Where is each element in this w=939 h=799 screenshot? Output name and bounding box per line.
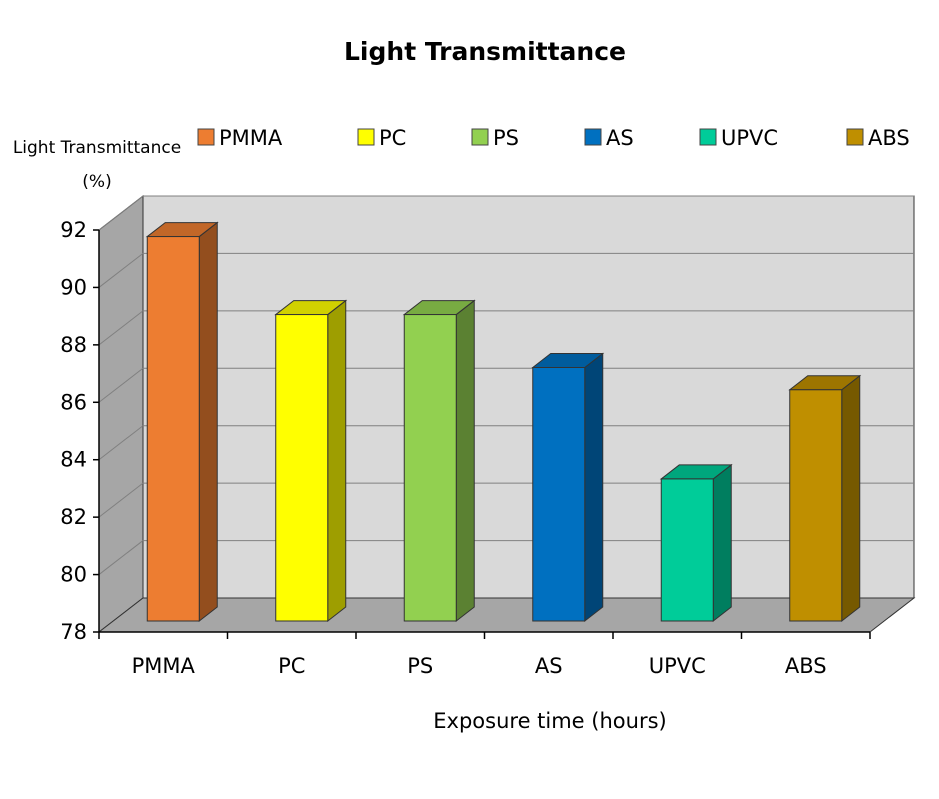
- tick-labels: 78 80 82 84 86 88 90 92 PMMA PC PS AS UPVC ABS: [60, 218, 826, 678]
- x-tick-label: PC: [278, 654, 305, 678]
- x-tick-label: PMMA: [132, 654, 196, 678]
- bar-side: [584, 352, 604, 623]
- gridline-side: [98, 195, 144, 231]
- bar-side: [327, 299, 347, 623]
- y-tick-label: 88: [60, 333, 87, 357]
- y-axis-label: Light Transmittance: [13, 138, 181, 158]
- y-tick-label: 86: [60, 390, 87, 414]
- gridline-side: [98, 367, 144, 403]
- bar-ps: [402, 299, 476, 623]
- legend-swatch: [846, 128, 864, 146]
- y-tick-label: 90: [60, 275, 87, 299]
- bar-side: [198, 221, 218, 623]
- bar-side: [455, 299, 475, 623]
- bar-pmma: [145, 221, 219, 623]
- legend-swatch: [699, 128, 717, 146]
- y-tick-label: 84: [60, 448, 87, 472]
- bars: [145, 221, 862, 623]
- bar-front: [532, 367, 586, 622]
- bar-abs: [788, 374, 862, 623]
- axes: [93, 229, 871, 639]
- side-wall: [98, 194, 144, 634]
- y-tick-label: 92: [60, 218, 87, 242]
- y-tick-label: 78: [60, 620, 87, 644]
- bar-side: [712, 463, 732, 623]
- x-tick-label: UPVC: [649, 654, 706, 678]
- bar-front: [146, 236, 200, 622]
- bar-upvc: [659, 463, 733, 623]
- gridlines: [98, 195, 914, 575]
- bar-front: [789, 389, 843, 622]
- bar-as: [531, 352, 605, 623]
- x-tick-label: PS: [407, 654, 433, 678]
- gridline-side: [98, 540, 144, 575]
- legend-label: AS: [606, 126, 634, 150]
- bar-front: [660, 478, 714, 622]
- legend-swatch: [357, 128, 375, 146]
- bar-front: [275, 314, 329, 622]
- bar-pc: [274, 299, 348, 623]
- legend-label: ABS: [868, 126, 910, 150]
- gridline-side: [98, 310, 144, 346]
- chart-title: Light Transmittance: [344, 37, 626, 66]
- legend-label: PS: [493, 126, 519, 150]
- bar-front: [403, 314, 457, 622]
- legend-swatch: [584, 128, 602, 146]
- gridline-side: [98, 482, 144, 518]
- gridline-side: [98, 253, 144, 288]
- legend-swatch: [197, 128, 215, 146]
- legend-swatch: [471, 128, 489, 146]
- y-tick-label: 80: [60, 563, 87, 587]
- gridline-side: [98, 425, 144, 461]
- y-tick-label: 82: [60, 505, 87, 529]
- legend-label: PMMA: [219, 126, 283, 150]
- x-axis-label: Exposure time (hours): [433, 709, 666, 733]
- x-tick-label: AS: [535, 654, 563, 678]
- y-axis-unit: (%): [82, 172, 111, 192]
- legend-label: PC: [379, 126, 406, 150]
- legend-label: UPVC: [721, 126, 778, 150]
- x-tick-label: ABS: [785, 654, 827, 678]
- bar-side: [841, 374, 861, 623]
- legend: PMMA PC PS AS UPVC ABS: [197, 126, 910, 150]
